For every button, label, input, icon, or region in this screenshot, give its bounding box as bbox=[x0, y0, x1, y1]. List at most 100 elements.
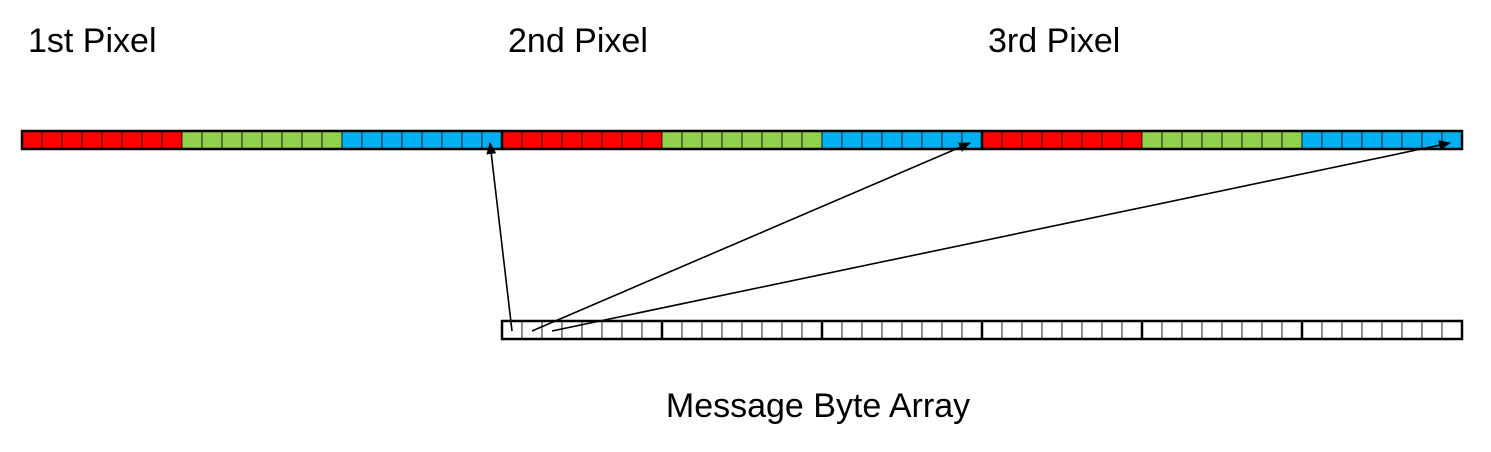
pixel-3-red-bit-1 bbox=[982, 131, 1002, 149]
message-bit-18 bbox=[842, 321, 862, 339]
message-bit-39 bbox=[1262, 321, 1282, 339]
pixel-1-blue-bit-7 bbox=[462, 131, 482, 149]
message-bit-16 bbox=[802, 321, 822, 339]
pixel-1-green-bit-5 bbox=[262, 131, 282, 149]
pixel-2-blue-bit-7 bbox=[942, 131, 962, 149]
pixel-2-blue-bit-5 bbox=[902, 131, 922, 149]
message-bit-14 bbox=[762, 321, 782, 339]
pixel-3-blue-bit-3 bbox=[1342, 131, 1362, 149]
pixel-1-red-bit-8 bbox=[162, 131, 182, 149]
pixel-1-green-bit-6 bbox=[282, 131, 302, 149]
pixel-3-blue-bit-6 bbox=[1402, 131, 1422, 149]
pixel-1-red-bit-5 bbox=[102, 131, 122, 149]
pixel-2-green-bit-8 bbox=[802, 131, 822, 149]
message-bit-6 bbox=[602, 321, 622, 339]
message-bit-10 bbox=[682, 321, 702, 339]
arrow-bit-2-to-pixel-2 bbox=[532, 143, 970, 331]
message-bit-42 bbox=[1322, 321, 1342, 339]
arrow-bit-3-to-pixel-3 bbox=[552, 143, 1450, 331]
message-bit-8 bbox=[642, 321, 662, 339]
pixel-3-blue-bit-5 bbox=[1382, 131, 1402, 149]
message-bit-22 bbox=[922, 321, 942, 339]
message-bit-36 bbox=[1202, 321, 1222, 339]
message-byte-array-label: Message Byte Array bbox=[666, 387, 970, 425]
pixel-label-1st: 1st Pixel bbox=[28, 22, 157, 60]
pixel-2-blue-bit-2 bbox=[842, 131, 862, 149]
pixel-2-red-bit-2 bbox=[522, 131, 542, 149]
message-bit-19 bbox=[862, 321, 882, 339]
message-bit-23 bbox=[942, 321, 962, 339]
pixel-1-green-bit-4 bbox=[242, 131, 262, 149]
pixel-3-red-bit-2 bbox=[1002, 131, 1022, 149]
message-byte-array-strip bbox=[502, 321, 1462, 339]
pixel-2-red-bit-6 bbox=[602, 131, 622, 149]
message-bit-13 bbox=[742, 321, 762, 339]
message-bit-47 bbox=[1422, 321, 1442, 339]
message-bit-38 bbox=[1242, 321, 1262, 339]
pixel-1-green-bit-2 bbox=[202, 131, 222, 149]
pixel-1-blue-bit-5 bbox=[422, 131, 442, 149]
message-bit-31 bbox=[1102, 321, 1122, 339]
pixel-1-red-bit-3 bbox=[62, 131, 82, 149]
pixel-1-red-bit-2 bbox=[42, 131, 62, 149]
message-bit-46 bbox=[1402, 321, 1422, 339]
pixel-1-red-bit-6 bbox=[122, 131, 142, 149]
message-bit-30 bbox=[1082, 321, 1102, 339]
message-bit-12 bbox=[722, 321, 742, 339]
message-bit-48 bbox=[1442, 321, 1462, 339]
pixel-2-green-bit-4 bbox=[722, 131, 742, 149]
message-bit-28 bbox=[1042, 321, 1062, 339]
pixel-2-red-bit-4 bbox=[562, 131, 582, 149]
pixel-2-blue-bit-4 bbox=[882, 131, 902, 149]
pixel-3-green-bit-5 bbox=[1222, 131, 1242, 149]
pixel-1-green-bit-3 bbox=[222, 131, 242, 149]
pixel-3-blue-bit-1 bbox=[1302, 131, 1322, 149]
message-bit-32 bbox=[1122, 321, 1142, 339]
message-bit-21 bbox=[902, 321, 922, 339]
message-bit-9 bbox=[662, 321, 682, 339]
message-bit-27 bbox=[1022, 321, 1042, 339]
pixel-1-blue-bit-6 bbox=[442, 131, 462, 149]
pixel-1-blue-bit-8 bbox=[482, 131, 502, 149]
message-bit-20 bbox=[882, 321, 902, 339]
pixel-3-blue-bit-4 bbox=[1362, 131, 1382, 149]
pixel-1-red-bit-4 bbox=[82, 131, 102, 149]
message-bit-11 bbox=[702, 321, 722, 339]
message-bit-44 bbox=[1362, 321, 1382, 339]
message-bit-24 bbox=[962, 321, 982, 339]
pixel-1-blue-bit-3 bbox=[382, 131, 402, 149]
message-bit-7 bbox=[622, 321, 642, 339]
message-bit-37 bbox=[1222, 321, 1242, 339]
message-bit-34 bbox=[1162, 321, 1182, 339]
message-bit-26 bbox=[1002, 321, 1022, 339]
bit-mapping-arrows bbox=[490, 143, 1450, 331]
pixel-3-green-bit-2 bbox=[1162, 131, 1182, 149]
message-bit-25 bbox=[982, 321, 1002, 339]
pixel-1-red-bit-7 bbox=[142, 131, 162, 149]
pixel-3-green-bit-1 bbox=[1142, 131, 1162, 149]
pixel-2-green-bit-6 bbox=[762, 131, 782, 149]
pixel-bit-strip bbox=[22, 131, 1462, 149]
pixel-2-green-bit-7 bbox=[782, 131, 802, 149]
pixel-1-green-bit-1 bbox=[182, 131, 202, 149]
pixel-2-blue-bit-3 bbox=[862, 131, 882, 149]
pixel-2-red-bit-3 bbox=[542, 131, 562, 149]
pixel-2-green-bit-2 bbox=[682, 131, 702, 149]
pixel-1-green-bit-7 bbox=[302, 131, 322, 149]
message-bit-29 bbox=[1062, 321, 1082, 339]
pixel-3-blue-bit-8 bbox=[1442, 131, 1462, 149]
pixel-2-green-bit-5 bbox=[742, 131, 762, 149]
pixel-2-red-bit-8 bbox=[642, 131, 662, 149]
pixel-1-blue-bit-4 bbox=[402, 131, 422, 149]
pixel-2-green-bit-1 bbox=[662, 131, 682, 149]
message-bit-40 bbox=[1282, 321, 1302, 339]
pixel-3-red-bit-4 bbox=[1042, 131, 1062, 149]
pixel-3-green-bit-4 bbox=[1202, 131, 1222, 149]
message-bit-4 bbox=[562, 321, 582, 339]
pixel-3-blue-bit-2 bbox=[1322, 131, 1342, 149]
pixel-3-green-bit-3 bbox=[1182, 131, 1202, 149]
pixel-1-blue-bit-2 bbox=[362, 131, 382, 149]
pixel-2-blue-bit-1 bbox=[822, 131, 842, 149]
message-bit-2 bbox=[522, 321, 542, 339]
